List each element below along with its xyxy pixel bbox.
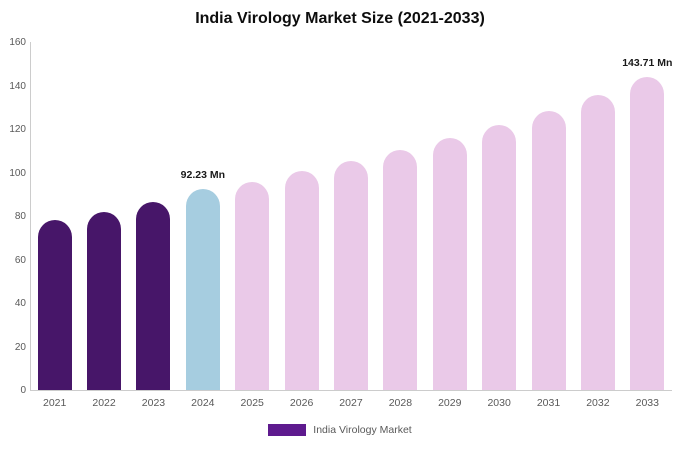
x-axis-line	[30, 390, 672, 391]
x-tick-label-2023: 2023	[141, 397, 166, 409]
y-tick-label: 100	[9, 167, 26, 179]
x-tick-label-2031: 2031	[536, 397, 561, 409]
legend: India Virology Market	[0, 424, 680, 436]
x-tick-label-2025: 2025	[240, 397, 264, 409]
x-tick-label-2028: 2028	[388, 397, 413, 409]
y-tick-label: 120	[9, 124, 26, 135]
value-label-2033: 143.71 Mn	[622, 57, 673, 70]
bar-2022	[87, 211, 122, 390]
y-axis-line	[30, 42, 31, 390]
y-tick-label: 160	[9, 37, 26, 48]
bar-2030	[482, 124, 517, 390]
y-tick-label: 60	[14, 254, 26, 266]
x-tick-label-2021: 2021	[43, 397, 67, 409]
y-tick-label: 140	[9, 80, 26, 92]
x-tick-label-2033: 2033	[635, 397, 659, 409]
x-tick-label-2032: 2032	[586, 397, 610, 409]
bar-2026	[284, 171, 319, 390]
bar-2028	[383, 149, 418, 390]
x-tick-label-2022: 2022	[92, 397, 116, 409]
x-tick-label-2026: 2026	[289, 397, 314, 409]
legend-swatch	[268, 424, 307, 436]
y-tick-label: 20	[14, 341, 26, 353]
bar-2023	[136, 201, 171, 390]
y-tick-label: 80	[14, 211, 26, 222]
y-tick-label: 40	[14, 298, 26, 309]
y-tick-label: 0	[20, 385, 26, 396]
x-tick-label-2029: 2029	[438, 397, 462, 409]
bar-2032	[580, 95, 615, 390]
bar-2021	[37, 220, 72, 390]
bar-2024	[185, 189, 220, 390]
x-tick-label-2024: 2024	[191, 397, 215, 409]
chart-title: India Virology Market Size (2021-2033)	[195, 10, 485, 27]
x-tick-label-2027: 2027	[339, 397, 363, 409]
bar-2025	[235, 182, 270, 390]
legend-label: India Virology Market	[313, 424, 412, 436]
bar-2027	[334, 160, 368, 390]
x-tick-label-2030: 2030	[487, 397, 511, 409]
bar-2031	[531, 110, 566, 390]
bar-2033	[630, 77, 665, 390]
bar-2029	[432, 137, 467, 390]
value-label-2024: 92.23 Mn	[180, 169, 226, 182]
